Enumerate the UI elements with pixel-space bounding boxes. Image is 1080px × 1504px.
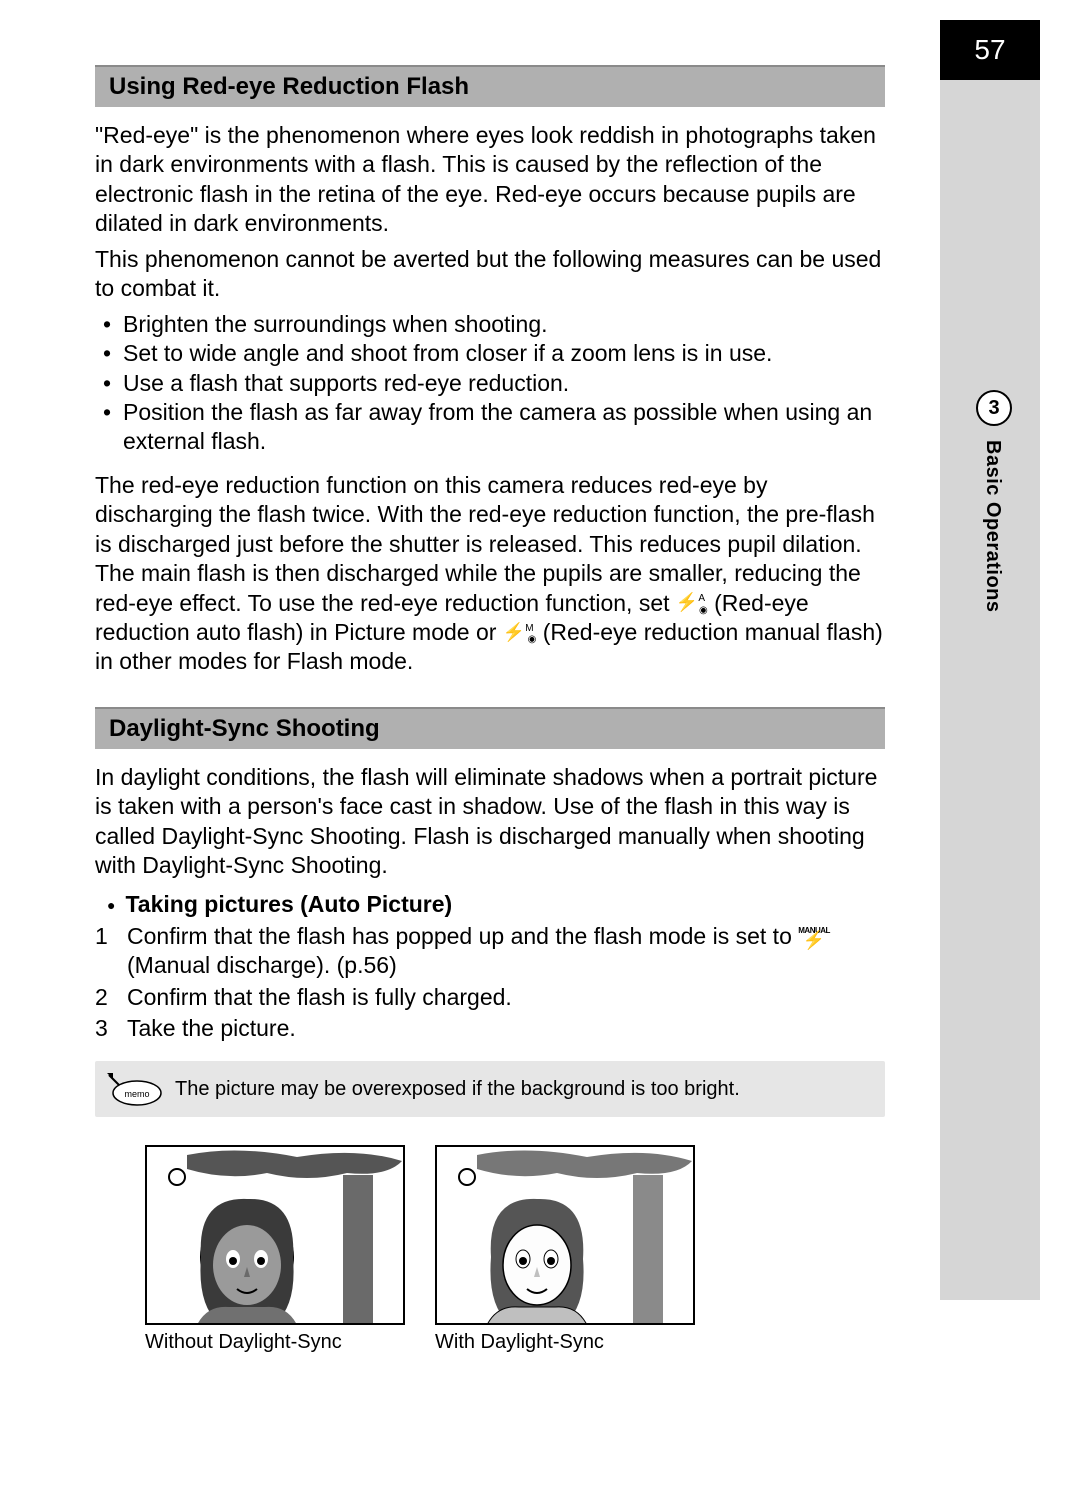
page-content: Using Red-eye Reduction Flash "Red-eye" … bbox=[95, 65, 885, 1354]
section-header-redeye: Using Red-eye Reduction Flash bbox=[95, 65, 885, 107]
step-item: Confirm that the flash is fully charged. bbox=[95, 983, 885, 1012]
flash-redeye-auto-icon: ⚡A◉ bbox=[676, 593, 708, 616]
list-item: Use a flash that supports red-eye reduct… bbox=[95, 369, 885, 398]
figure-with-sync: With Daylight-Sync bbox=[435, 1145, 695, 1354]
step-item: Take the picture. bbox=[95, 1014, 885, 1043]
comparison-figures: Without Daylight-Sync bbox=[145, 1145, 885, 1354]
figure-caption: Without Daylight-Sync bbox=[145, 1331, 342, 1354]
list-item: Position the flash as far away from the … bbox=[95, 398, 885, 457]
list-item: Brighten the surroundings when shooting. bbox=[95, 310, 885, 339]
redeye-paragraph-1: "Red-eye" is the phenomenon where eyes l… bbox=[95, 121, 885, 239]
memo-label: memo bbox=[124, 1089, 149, 1099]
text-run: Confirm that the flash has popped up and… bbox=[127, 923, 798, 949]
daylight-paragraph-1: In daylight conditions, the flash will e… bbox=[95, 763, 885, 881]
steps-list: Confirm that the flash has popped up and… bbox=[95, 922, 885, 1044]
memo-callout: memo The picture may be overexposed if t… bbox=[95, 1061, 885, 1117]
text-run: (Manual discharge). (p.56) bbox=[127, 952, 397, 978]
figure-without-sync: Without Daylight-Sync bbox=[145, 1145, 405, 1354]
step-item: Confirm that the flash has popped up and… bbox=[95, 922, 885, 981]
side-chapter-column bbox=[940, 20, 1040, 1300]
redeye-paragraph-3: The red-eye reduction function on this c… bbox=[95, 471, 885, 677]
illustration-with-sync bbox=[435, 1145, 695, 1325]
figure-caption: With Daylight-Sync bbox=[435, 1331, 604, 1354]
list-item: Set to wide angle and shoot from closer … bbox=[95, 339, 885, 368]
memo-text: The picture may be overexposed if the ba… bbox=[175, 1076, 740, 1102]
redeye-tips-list: Brighten the surroundings when shooting.… bbox=[95, 310, 885, 457]
section-header-daylight: Daylight-Sync Shooting bbox=[95, 707, 885, 749]
chapter-number-badge: 3 bbox=[976, 390, 1012, 426]
flash-redeye-manual-icon: ⚡M◉ bbox=[503, 623, 537, 646]
illustration-without-sync bbox=[145, 1145, 405, 1325]
flash-manual-discharge-icon: MANUAL⚡ bbox=[798, 928, 830, 946]
subsection-taking-pictures: Taking pictures (Auto Picture) bbox=[107, 891, 885, 918]
chapter-title-vertical: Basic Operations bbox=[981, 440, 1004, 613]
page-number-tab: 57 bbox=[940, 20, 1040, 80]
redeye-paragraph-2: This phenomenon cannot be averted but th… bbox=[95, 245, 885, 304]
memo-icon: memo bbox=[105, 1071, 165, 1107]
